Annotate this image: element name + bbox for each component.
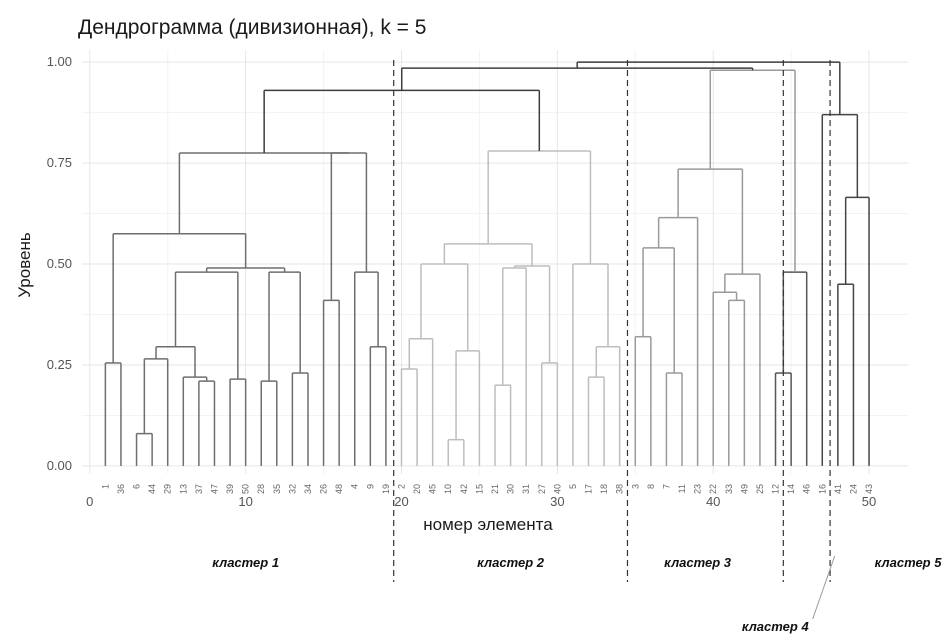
leaf-label: 50 (241, 484, 251, 494)
leaf-label: 30 (506, 484, 516, 494)
leaf-label: 16 (817, 484, 827, 494)
chart-title: Дендрограмма (дивизионная), k = 5 (78, 16, 426, 39)
leaf-label: 48 (334, 484, 344, 494)
leaf-label: 41 (833, 484, 843, 494)
dendrogram-tree (104, 61, 870, 466)
leaf-label: 8 (646, 484, 656, 489)
leaf-label: 21 (490, 484, 500, 494)
leaf-label: 36 (116, 484, 126, 494)
leaf-label: 22 (708, 484, 718, 494)
x-tick-label: 40 (706, 494, 720, 509)
x-tick-label: 0 (86, 494, 93, 509)
leaf-label: 6 (132, 484, 142, 489)
cluster-boundaries (393, 60, 831, 582)
y-tick-label: 0.00 (47, 458, 72, 473)
x-tick-label: 20 (394, 494, 408, 509)
leaf-label: 20 (412, 484, 422, 494)
leaf-label: 35 (272, 484, 282, 494)
y-axis-ticks: 0.00 0.25 0.50 0.75 1.00 (47, 54, 72, 473)
leaf-label: 27 (537, 484, 547, 494)
leaf-label: 31 (521, 484, 531, 494)
leaf-label: 45 (428, 484, 438, 494)
leaf-label: 47 (209, 484, 219, 494)
leaf-label: 44 (147, 484, 157, 494)
leaf-label: 43 (864, 484, 874, 494)
y-tick-label: 0.50 (47, 256, 72, 271)
leaf-label: 28 (256, 484, 266, 494)
leaf-label: 14 (786, 484, 796, 494)
leaf-label: 26 (319, 484, 329, 494)
leaf-label: 37 (194, 484, 204, 494)
leaf-label: 1 (100, 484, 110, 489)
leaf-label: 3 (630, 484, 640, 489)
cluster-label: кластер 2 (477, 555, 545, 570)
cluster-label: кластер 3 (664, 555, 732, 570)
leaf-label: 7 (661, 484, 671, 489)
x-axis-title: номер элемента (423, 515, 553, 534)
x-axis-ticks: 0 10 20 30 40 50 (86, 494, 876, 509)
leaf-label: 23 (693, 484, 703, 494)
leaf-label: 29 (163, 484, 173, 494)
leaf-label: 4 (350, 484, 360, 489)
leaf-labels: 1 36 6 44 29 13 37 47 39 50 28 35 32 34 26 48 4 9 19 2 20 45 1… (100, 484, 874, 494)
leaf-label: 18 (599, 484, 609, 494)
cluster-labels: кластер 1 кластер 2 кластер 3 кластер 4 клас… (212, 555, 942, 634)
leaf-label: 38 (615, 484, 625, 494)
y-axis-title: Уровень (15, 232, 34, 298)
cluster-label: кластер 1 (212, 555, 279, 570)
cluster-label: кластер 5 (875, 555, 943, 570)
leaf-label: 5 (568, 484, 578, 489)
x-tick-label: 50 (862, 494, 876, 509)
leaf-label: 12 (771, 484, 781, 494)
leaf-label: 15 (474, 484, 484, 494)
leaf-label: 19 (381, 484, 391, 494)
leaf-label: 10 (443, 484, 453, 494)
leaf-label: 2 (396, 484, 406, 489)
cluster-label-pointer (812, 555, 836, 620)
x-tick-label: 30 (550, 494, 564, 509)
leaf-label: 40 (552, 484, 562, 494)
cluster-label: кластер 4 (742, 619, 810, 634)
leaf-label: 33 (724, 484, 734, 494)
y-tick-label: 0.75 (47, 155, 72, 170)
leaf-label: 46 (802, 484, 812, 494)
leaf-label: 49 (739, 484, 749, 494)
leaf-label: 13 (178, 484, 188, 494)
leaf-label: 9 (365, 484, 375, 489)
leaf-label: 24 (848, 484, 858, 494)
y-tick-label: 0.25 (47, 357, 72, 372)
leaf-label: 39 (225, 484, 235, 494)
y-tick-label: 1.00 (47, 54, 72, 69)
x-tick-label: 10 (238, 494, 252, 509)
leaf-label: 25 (755, 484, 765, 494)
leaf-label: 42 (459, 484, 469, 494)
leaf-label: 32 (287, 484, 297, 494)
leaf-label: 17 (584, 484, 594, 494)
leaf-label: 11 (677, 484, 687, 493)
leaf-label: 34 (303, 484, 313, 494)
